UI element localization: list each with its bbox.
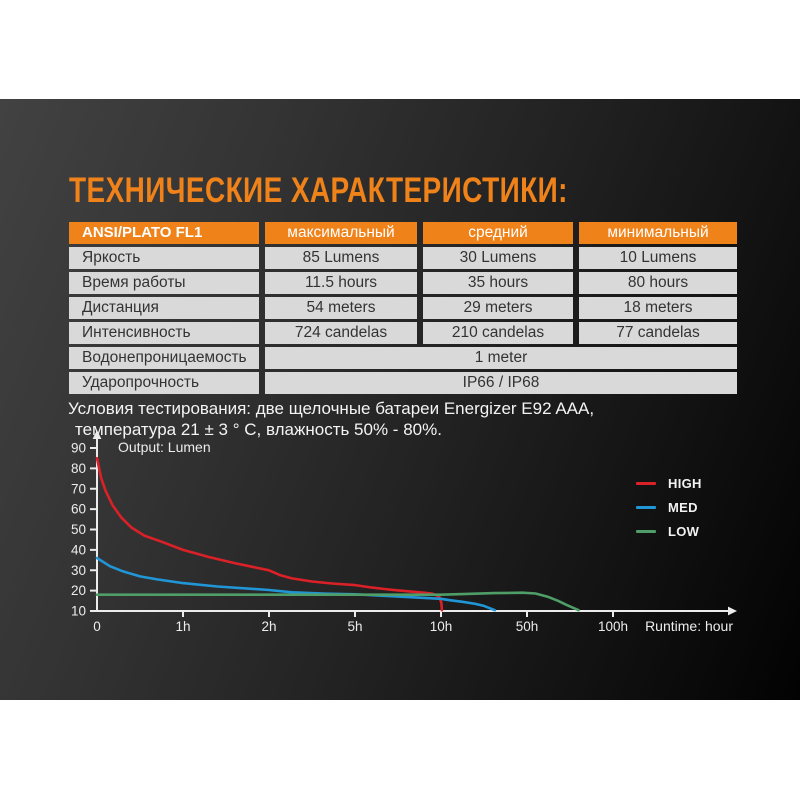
row-label-intensity: Интенсивность [69, 322, 259, 344]
table-cell: 85 Lumens [265, 247, 417, 269]
spec-table: ANSI/PLATO FL1 максимальный средний мини… [69, 222, 737, 394]
row-label-distance: Дистанция [69, 297, 259, 319]
table-cell: 30 Lumens [423, 247, 573, 269]
row-label-runtime: Время работы [69, 272, 259, 294]
row-label-impact: Ударопрочность [69, 372, 259, 394]
legend-item-med: MED [636, 499, 702, 515]
page-title: ТЕХНИЧЕСКИЕ ХАРАКТЕРИСТИКИ: [69, 171, 568, 210]
note-line-2: температура 21 ± 3 ° C, влажность 50% - … [75, 420, 442, 439]
table-cell: 54 meters [265, 297, 417, 319]
legend-label: LOW [668, 523, 700, 539]
legend-item-high: HIGH [636, 475, 702, 491]
table-cell: 10 Lumens [579, 247, 737, 269]
med-line-swatch [636, 505, 656, 509]
table-cell: 35 hours [423, 272, 573, 294]
legend-item-low: LOW [636, 523, 702, 539]
table-cell-span: 1 meter [265, 347, 737, 369]
table-header-min: минимальный [579, 222, 737, 244]
table-cell: 724 candelas [265, 322, 417, 344]
note-line-1: Условия тестирования: две щелочные батар… [68, 399, 595, 418]
test-conditions-note: Условия тестирования: две щелочные батар… [68, 398, 594, 440]
table-cell-span: IP66 / IP68 [265, 372, 737, 394]
legend-label: MED [668, 499, 698, 515]
legend-label: HIGH [668, 475, 702, 491]
high-line-swatch [636, 481, 656, 485]
table-cell: 18 meters [579, 297, 737, 319]
table-cell: 77 candelas [579, 322, 737, 344]
table-cell: 11.5 hours [265, 272, 417, 294]
table-cell: 80 hours [579, 272, 737, 294]
table-header-standard: ANSI/PLATO FL1 [69, 222, 259, 244]
table-cell: 29 meters [423, 297, 573, 319]
table-header-mid: средний [423, 222, 573, 244]
table-header-max: максимальный [265, 222, 417, 244]
table-cell: 210 candelas [423, 322, 573, 344]
row-label-brightness: Яркость [69, 247, 259, 269]
chart-legend: HIGH MED LOW [636, 475, 702, 539]
row-label-waterproof: Водонепроницаемость [69, 347, 259, 369]
low-line-swatch [636, 529, 656, 533]
